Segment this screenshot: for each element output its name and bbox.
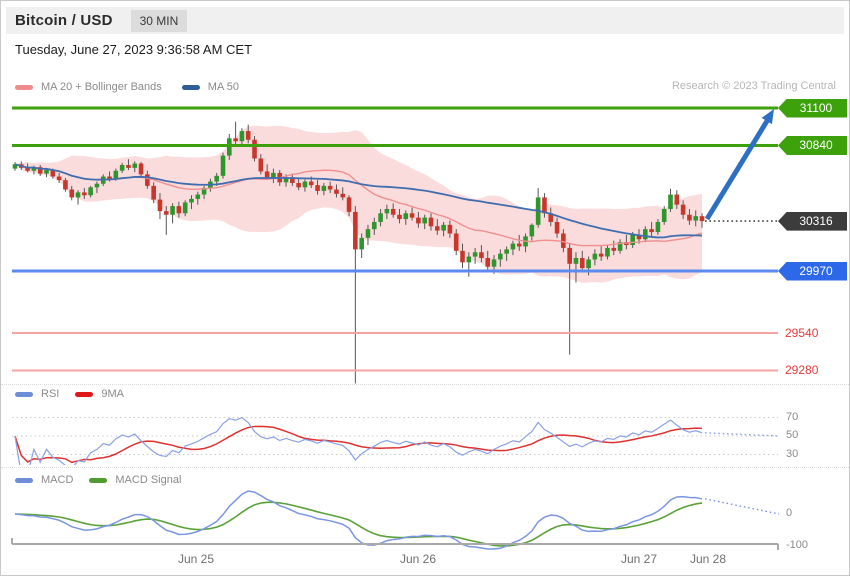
bollinger-band-area <box>15 125 703 283</box>
panel-separator <box>1 467 849 468</box>
x-axis-label-jun25: Jun 25 <box>177 552 215 566</box>
research-credit: Research © 2023 Trading Central <box>671 80 836 92</box>
rsi-gridlines <box>12 417 778 455</box>
ma50-legend-label: MA 50 <box>207 81 239 93</box>
x-axis-label-jun28: Jun 28 <box>689 552 727 566</box>
rsi-tick-30: 30 <box>786 448 799 460</box>
support-label-29540: 29540 <box>785 325 819 340</box>
ma20-bollinger-legend-item: MA 20 + Bollinger Bands <box>15 81 162 93</box>
support-tag-29970: 29970 <box>778 261 847 281</box>
resistance-tag-31100: 31100 <box>778 98 847 118</box>
level-lines <box>12 106 778 372</box>
panel-separator <box>1 384 849 385</box>
macd-dotted-projection <box>704 498 780 515</box>
rsi-dotted-projection <box>704 432 780 437</box>
rsi-tick-50: 50 <box>786 429 799 441</box>
ma20-legend-label: MA 20 + Bollinger Bands <box>41 81 162 93</box>
rsi-ma-legend-swatch <box>75 391 94 397</box>
datetime-text: Tuesday, June 27, 2023 9:36:58 AM CET <box>15 42 253 57</box>
macd-legend-item: MACD <box>15 474 73 486</box>
macd-signal-legend-swatch <box>89 477 108 483</box>
price-legend: MA 20 + Bollinger Bands MA 50 <box>15 81 239 93</box>
macd-tick-0: 0 <box>786 507 793 519</box>
x-axis-label-jun26: Jun 26 <box>399 552 437 566</box>
ma50-legend-swatch <box>181 84 200 90</box>
macd-legend-swatch <box>15 477 33 483</box>
rsi-ma-legend-item: 9MA <box>75 388 124 400</box>
page-title: Bitcoin / USD <box>15 12 113 29</box>
last-price-tag: 30316 <box>778 211 847 231</box>
x-axis-label-jun27: Jun 27 <box>620 552 658 566</box>
resistance-tag-30840: 30840 <box>778 136 847 155</box>
support-label-29280: 29280 <box>785 363 819 378</box>
timeframe-badge: 30 MIN <box>130 9 188 32</box>
projection-arrow <box>704 109 774 221</box>
rsi-ma-legend-label: 9MA <box>101 388 124 400</box>
rsi-legend-item: RSI <box>15 388 59 400</box>
rsi-lines <box>14 416 703 465</box>
rsi-legend-label: RSI <box>41 388 60 400</box>
rsi-legend-swatch <box>15 391 33 397</box>
macd-signal-legend-label: MACD Signal <box>115 474 182 486</box>
header-bar: Bitcoin / USD 30 MIN <box>6 7 844 34</box>
macd-signal-legend-item: MACD Signal <box>89 474 181 486</box>
rsi-tick-70: 70 <box>786 411 799 423</box>
ma50-legend-item: MA 50 <box>181 81 239 93</box>
rsi-legend: RSI 9MA <box>15 388 124 400</box>
moving-average-lines <box>14 163 703 247</box>
macd-legend: MACD MACD Signal <box>15 474 181 486</box>
x-axis-line <box>11 538 779 550</box>
macd-tick-minus100: -100 <box>786 539 809 551</box>
ma20-legend-swatch <box>15 84 33 90</box>
macd-lines <box>14 490 703 550</box>
macd-legend-label: MACD <box>41 474 74 486</box>
